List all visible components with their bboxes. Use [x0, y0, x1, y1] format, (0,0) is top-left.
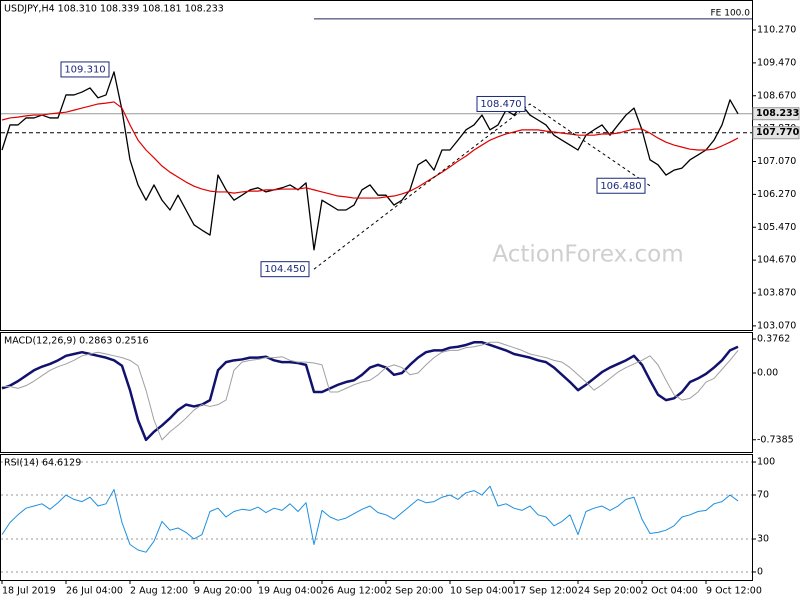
fe-label: FE 100.0 — [711, 8, 751, 18]
x-tick-label: 18 Jul 2019 — [2, 586, 56, 597]
annotation-box — [476, 95, 526, 112]
annotation-label: 109.310 — [64, 64, 105, 75]
x-tick-label: 2 Aug 12:00 — [130, 586, 188, 597]
level-label: 108.233 — [756, 108, 799, 119]
panel-title: RSI(14) 64.6129 — [4, 458, 81, 469]
x-tick-label: 26 Jul 04:00 — [66, 586, 123, 597]
y-tick-label: 106.270 — [757, 189, 796, 200]
annotation-label: 108.470 — [480, 99, 521, 110]
series-line — [1, 101, 739, 199]
y-tick-label: 0 — [757, 566, 763, 577]
y-tick-label: 103.870 — [757, 288, 796, 299]
series-line — [1, 485, 739, 553]
y-tick-label: 110.270 — [757, 25, 796, 36]
x-tick-label: 10 Sep 04:00 — [450, 586, 513, 597]
y-tick-label: 0.00 — [757, 367, 778, 378]
level-tag — [752, 107, 800, 121]
x-tick-label: 26 Aug 12:00 — [322, 586, 386, 597]
y-tick-label: 0.3762 — [757, 333, 790, 344]
annotation-box — [60, 61, 110, 78]
y-tick-label: -0.7385 — [757, 434, 794, 445]
level-label: 107.770 — [756, 127, 800, 138]
x-tick-label: 9 Oct 12:00 — [706, 586, 762, 597]
watermark: ActionForex.com — [492, 242, 683, 268]
x-tick-label: 17 Sep 12:00 — [514, 586, 577, 597]
y-tick-label: 104.670 — [757, 255, 796, 266]
level-tag — [752, 126, 800, 140]
y-tick-label: 108.670 — [757, 90, 796, 101]
series-line — [1, 71, 739, 251]
y-tick-label: 30 — [757, 533, 769, 544]
x-tick-label: 2 Oct 04:00 — [642, 586, 698, 597]
y-tick-label: 107.070 — [757, 156, 796, 167]
trend-line — [313, 103, 651, 270]
x-tick-label: 24 Sep 20:00 — [578, 586, 641, 597]
annotation-box — [596, 177, 646, 194]
panel-frame — [0, 332, 753, 453]
x-tick-label: 19 Aug 04:00 — [258, 586, 322, 597]
x-tick-label: 9 Aug 20:00 — [194, 586, 252, 597]
annotation-label: 106.480 — [600, 181, 641, 192]
panel-title: MACD(12,26,9) 0.2863 0.2516 — [4, 336, 149, 347]
y-tick-label: 103.070 — [757, 320, 796, 331]
y-tick-label: 109.470 — [757, 57, 796, 68]
annotation-label: 104.450 — [264, 264, 305, 275]
series-line — [1, 341, 739, 442]
x-tick-label: 2 Sep 20:00 — [386, 586, 443, 597]
annotation-box — [260, 261, 310, 278]
panel-title: USDJPY,H4 108.310 108.339 108.181 108.23… — [4, 4, 224, 15]
series-line — [2, 341, 739, 441]
y-tick-label: 100 — [757, 457, 775, 468]
y-tick-label: 70 — [757, 490, 769, 501]
panel-frame — [0, 0, 753, 331]
y-tick-label: 105.470 — [757, 222, 796, 233]
panel-frame — [0, 454, 753, 581]
